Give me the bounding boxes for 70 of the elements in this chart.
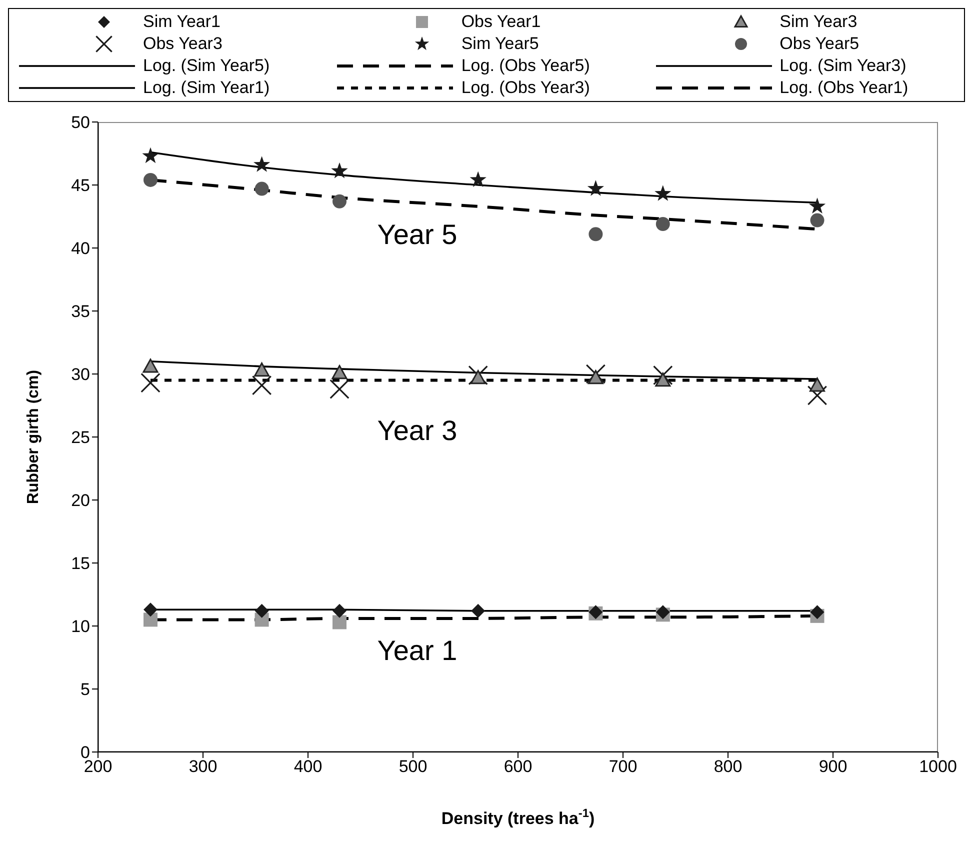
y-tick-label: 15 [71,554,90,574]
y-tick-label: 30 [71,365,90,384]
x-tick-label: 300 [188,757,218,776]
point [254,182,269,196]
annotation: Year 5 [376,218,458,252]
point [142,147,159,164]
annotation: Year 1 [376,634,458,668]
legend-label: Obs Year5 [780,34,860,54]
x-axis-title: Density (trees ha$^{-1}$) [441,806,595,828]
point [470,171,486,188]
legend-label: Obs Year3 [143,34,222,54]
point [332,615,346,630]
y-tick-label: 45 [71,176,90,196]
y-tick-label: 25 [71,428,90,448]
x-tick-label: 800 [714,757,742,776]
point [587,180,604,196]
point [470,370,486,384]
point [253,156,270,172]
legend-label: Log. (Obs Year1) [780,78,908,98]
point [144,172,158,187]
legend-label: Log. (Sim Year1) [143,78,270,98]
legend-label: Obs Year1 [461,12,541,32]
y-tick-label: 10 [71,617,90,636]
point [254,604,269,618]
point [586,364,606,384]
legend-label: Log. (Sim Year5) [143,56,270,76]
point [810,213,824,228]
legend-label: Sim Year3 [780,12,858,32]
y-tick-label: 5 [80,680,90,700]
y-axis-title: Rubber girth (cm) [25,370,42,504]
legend-label: Sim Year1 [143,12,220,32]
x-tick-label: 700 [608,757,638,776]
annotation: Year 3 [376,414,458,448]
point [654,185,672,201]
point [332,604,346,618]
x-tick-label: 600 [504,757,532,776]
point [588,227,603,242]
point [655,372,671,387]
point [810,378,825,392]
legend-label: Log. (Obs Year5) [461,56,590,76]
y-tick-label: 40 [71,239,90,258]
x-tick-label: 900 [818,757,848,776]
point [144,612,158,627]
point [588,370,604,384]
point [808,198,826,214]
x-tick-label: 400 [294,757,322,776]
legend-label: Sim Year5 [461,34,539,54]
point [254,362,270,377]
x-tick-label: 500 [398,757,428,776]
y-tick-label: 20 [71,491,90,510]
point [331,162,348,178]
legend-label: Log. (Sim Year3) [780,56,906,76]
point [807,386,828,406]
point [656,605,670,620]
x-tick-label: 1000 [919,757,957,776]
y-tick-label: 50 [71,113,90,132]
point [142,358,158,373]
point [330,379,350,400]
point [653,365,673,386]
point [656,217,670,232]
point [810,605,824,620]
point [252,375,272,396]
x-tick-label: 200 [84,757,112,776]
legend-label: Log. (Obs Year3) [461,78,590,98]
point [140,372,160,393]
point [144,602,158,617]
y-tick-label: 35 [71,302,90,322]
point [332,364,348,380]
point [332,194,346,208]
point [471,604,486,618]
